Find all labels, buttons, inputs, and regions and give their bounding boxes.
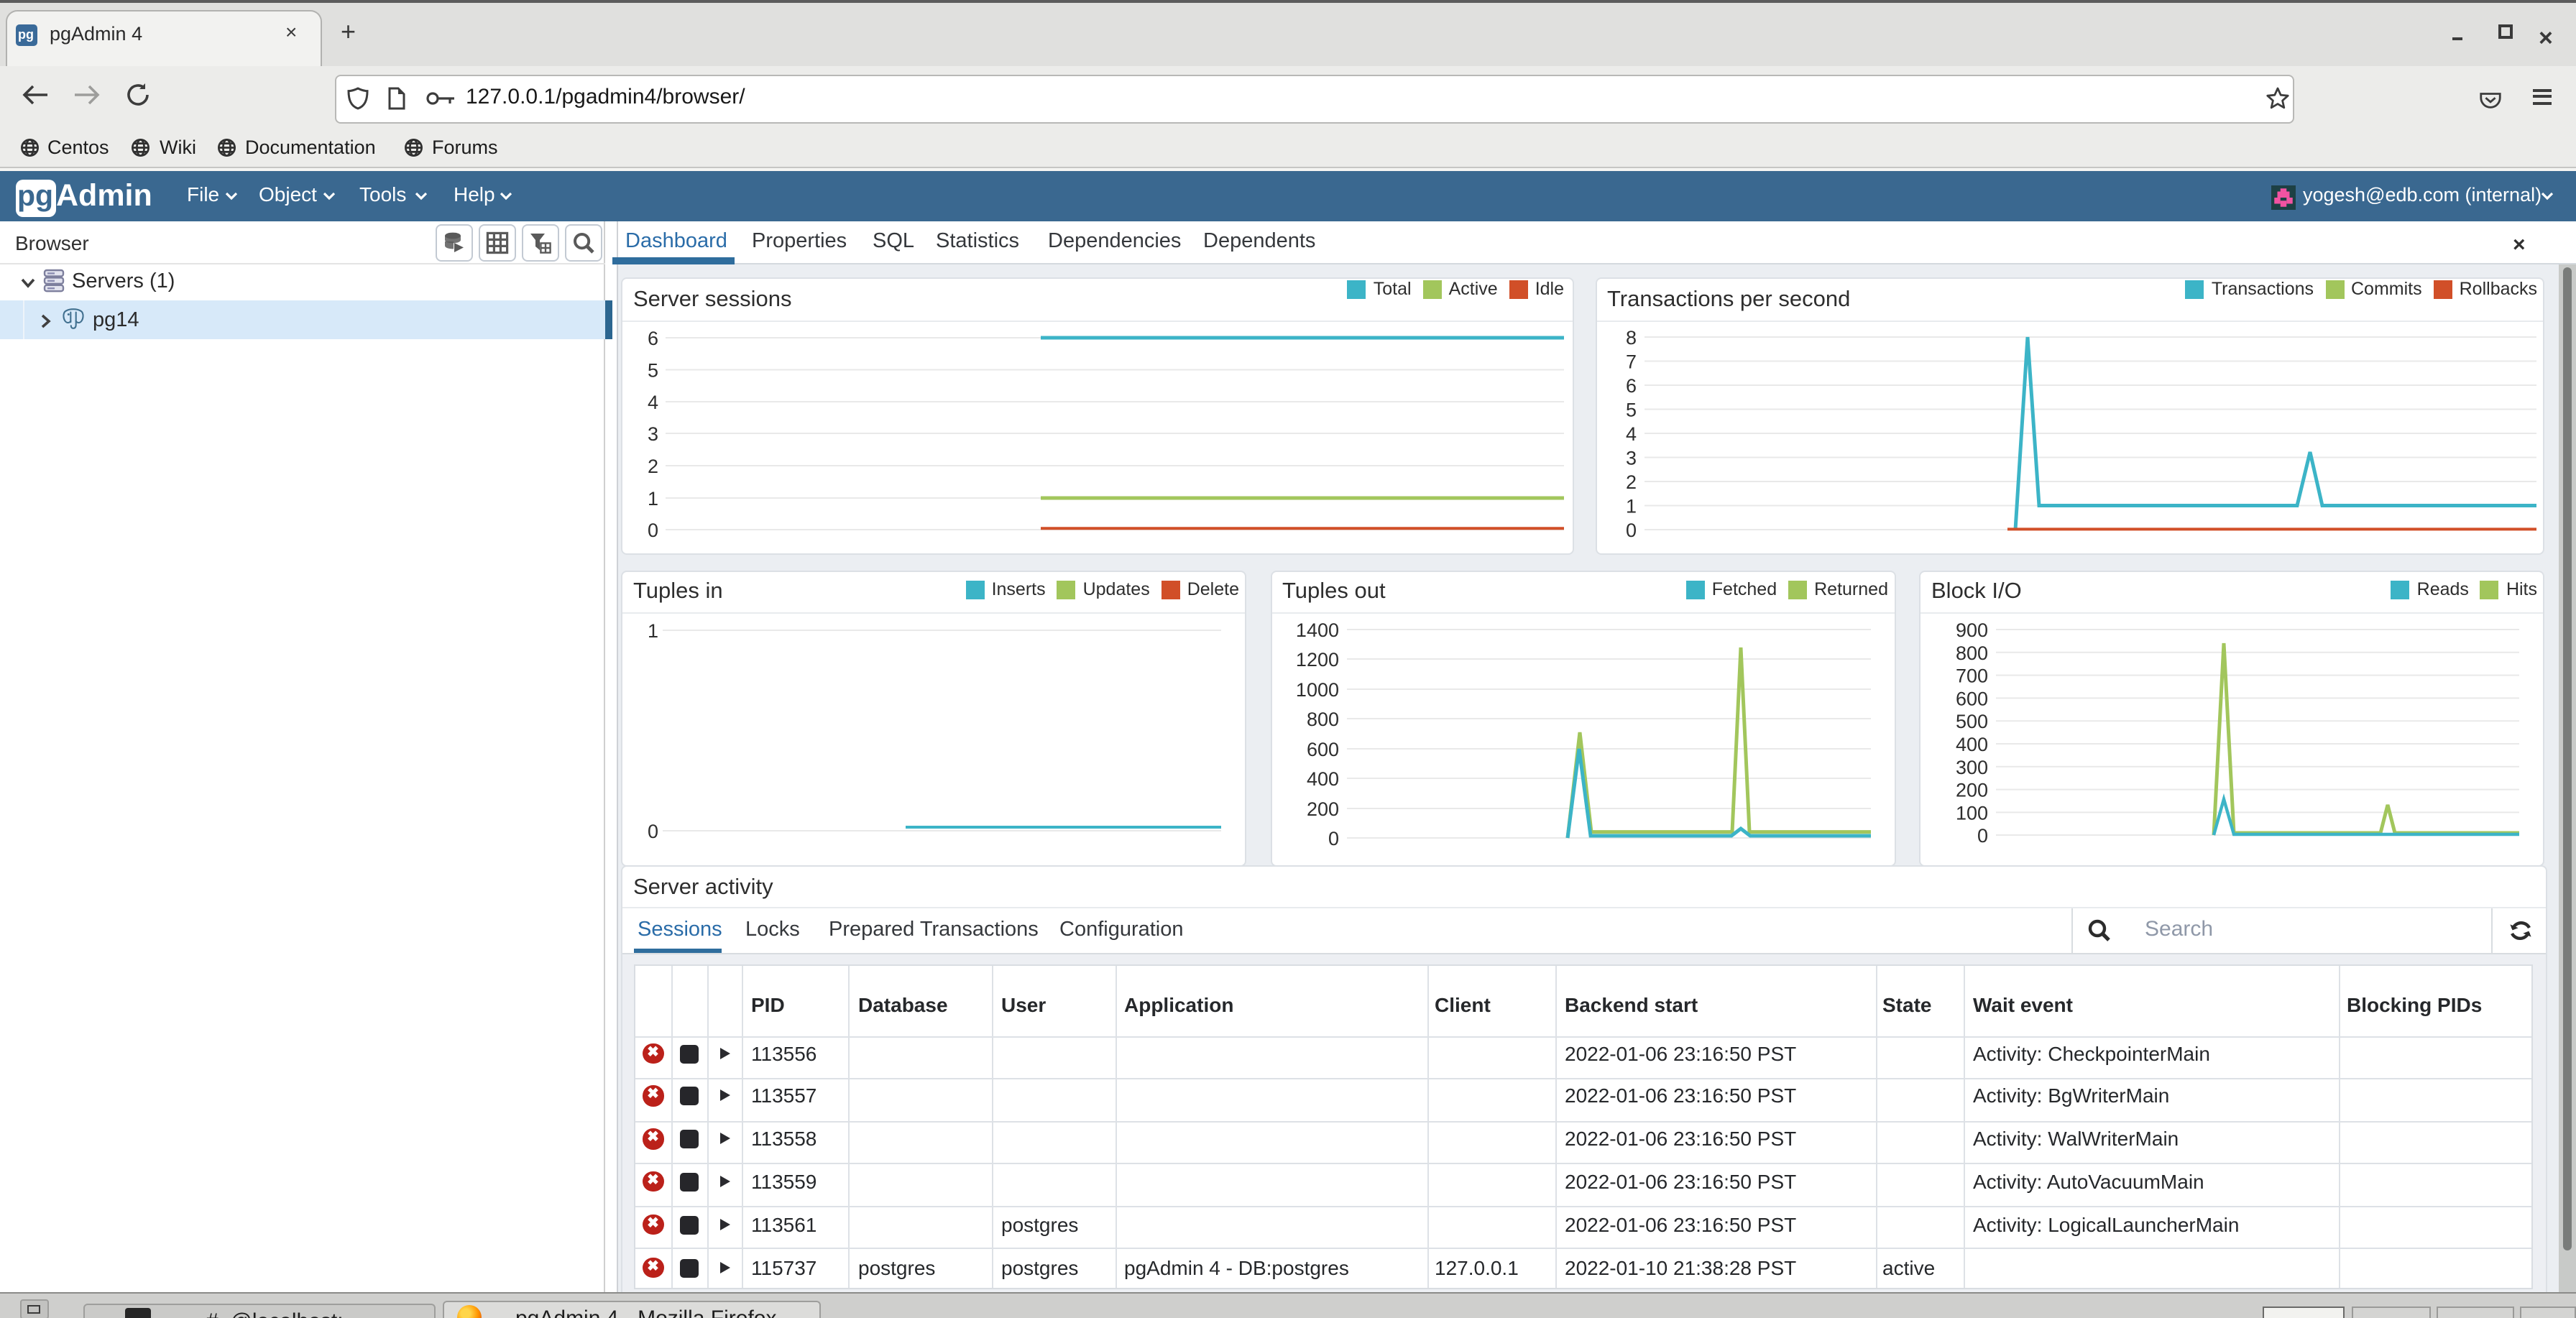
svg-text:3: 3 — [648, 423, 658, 445]
svg-text:6: 6 — [648, 328, 658, 349]
svg-text:200: 200 — [1306, 798, 1338, 819]
svg-text:1: 1 — [1625, 496, 1636, 517]
svg-text:0: 0 — [1625, 520, 1636, 541]
svg-text:4: 4 — [1625, 423, 1636, 445]
svg-text:0: 0 — [1977, 824, 1988, 846]
svg-text:400: 400 — [1956, 733, 1988, 755]
svg-text:8: 8 — [1625, 327, 1636, 349]
svg-text:900: 900 — [1956, 619, 1988, 640]
svg-text:5: 5 — [1625, 400, 1636, 421]
svg-text:0: 0 — [648, 520, 658, 541]
svg-text:2: 2 — [1625, 471, 1636, 493]
svg-text:1: 1 — [648, 488, 658, 510]
svg-text:2: 2 — [648, 456, 658, 477]
svg-text:500: 500 — [1956, 710, 1988, 732]
svg-text:600: 600 — [1956, 687, 1988, 709]
svg-text:600: 600 — [1306, 738, 1338, 760]
svg-text:3: 3 — [1625, 448, 1636, 469]
svg-text:400: 400 — [1306, 768, 1338, 789]
svg-text:1000: 1000 — [1295, 678, 1338, 700]
svg-text:6: 6 — [1625, 375, 1636, 397]
svg-text:5: 5 — [648, 360, 658, 382]
svg-text:800: 800 — [1306, 708, 1338, 729]
svg-text:0: 0 — [648, 820, 658, 842]
svg-text:100: 100 — [1956, 801, 1988, 823]
svg-text:7: 7 — [1625, 351, 1636, 373]
svg-text:4: 4 — [648, 392, 658, 413]
svg-text:800: 800 — [1956, 642, 1988, 663]
svg-text:1400: 1400 — [1295, 619, 1338, 640]
svg-text:700: 700 — [1956, 665, 1988, 686]
svg-text:0: 0 — [1328, 827, 1338, 849]
svg-text:1200: 1200 — [1295, 648, 1338, 670]
svg-text:300: 300 — [1956, 756, 1988, 778]
svg-text:1: 1 — [648, 619, 658, 641]
svg-text:200: 200 — [1956, 779, 1988, 801]
